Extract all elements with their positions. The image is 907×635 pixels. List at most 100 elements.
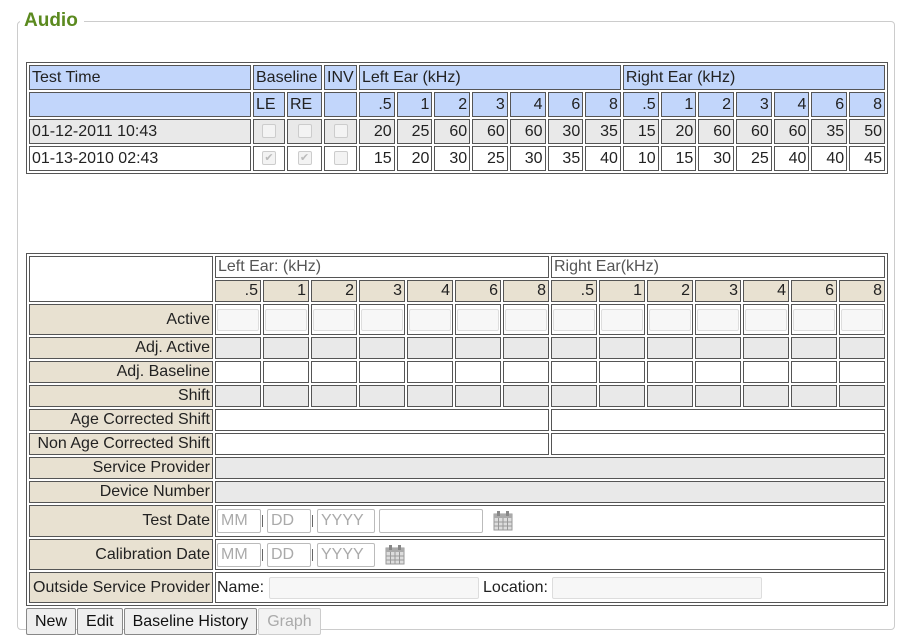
calendar-icon[interactable] [493,511,513,531]
calibration-date-year-input[interactable]: YYYY [317,542,375,567]
inv-checkbox[interactable] [333,124,348,139]
label-outside_service_provider: Outside Service Provider [29,572,213,603]
right-value: 25 [736,146,772,171]
shift-cell [407,385,453,407]
active-input[interactable] [697,308,739,331]
header-freq: 6 [547,92,584,117]
adj-baseline-cell [407,361,453,383]
calendar-icon[interactable] [385,544,405,565]
shift-cell [215,385,261,407]
adj-baseline-cell [551,361,597,383]
right-value: 60 [698,119,735,144]
adj-baseline-cell [599,361,645,383]
table-row[interactable]: 01-13-2010 02:43 ✔ ✔ 15 20 30 25 30 35 40 10 15 30 25… [29,146,885,171]
active-input[interactable] [265,308,307,331]
header-re: RE [287,92,322,117]
new-button[interactable]: New [26,608,77,635]
entry-right-ear: Right Ear(kHz) [551,256,885,278]
test-date-day-input[interactable]: DD [267,509,311,533]
entry-freq: 1 [599,280,645,302]
name-input[interactable] [268,576,479,599]
right-value: 40 [811,146,848,171]
baseline-history-button[interactable]: Baseline History [123,608,258,635]
audio-entry-table: Left Ear: (kHz) Right Ear(kHz) .5 1 2 3 4 6 8.… [26,253,888,606]
active-input[interactable] [601,308,643,331]
label-shift: Shift [29,385,213,407]
active-input[interactable] [505,308,547,331]
header-freq: 8 [585,92,621,117]
shift-cell [695,385,741,407]
left-value: 35 [585,119,621,144]
edit-button[interactable]: Edit [77,608,123,635]
adj-active-cell [695,337,741,359]
test-date-year-input[interactable]: YYYY [317,509,375,533]
active-input[interactable] [457,308,499,331]
header-freq: 2 [698,92,735,117]
adj-active-cell [743,337,789,359]
adj-baseline-cell [311,361,357,383]
active-input[interactable] [409,308,451,331]
location-input[interactable] [552,576,763,599]
entry-freq: 4 [743,280,789,302]
adj-active-cell [647,337,693,359]
entry-freq: .5 [215,280,261,302]
right-value: 60 [773,119,810,144]
adj-active-cell [359,337,405,359]
le-checkbox[interactable] [262,124,276,139]
header-inv: INV [324,65,357,90]
audio-section: Audio Test Time Baseline INV Left Ear (k… [17,10,895,635]
left-value: 60 [434,119,471,144]
re-checkbox[interactable]: ✔ [297,151,312,166]
adj-active-cell [839,337,885,359]
active-input[interactable] [841,308,883,331]
graph-button[interactable]: Graph [258,608,321,635]
test-time: 01-13-2010 02:43 [29,146,251,171]
left-value: 35 [547,146,584,171]
calibration-date-day-input[interactable]: DD [267,542,311,567]
inv-checkbox[interactable] [333,151,348,166]
header-freq: 4 [509,92,546,117]
le-checkbox[interactable]: ✔ [262,151,276,166]
adj-active-cell [215,337,261,359]
header-baseline: Baseline [253,65,322,90]
header-right-ear: Right Ear (kHz) [622,65,885,90]
header-freq: .5 [359,92,395,117]
re-checkbox[interactable] [297,124,312,139]
active-input[interactable] [793,308,835,331]
active-input[interactable] [649,308,691,331]
section-title: Audio [24,10,78,31]
entry-freq: .5 [551,280,597,302]
header-freq: .5 [622,92,659,117]
active-input[interactable] [553,308,595,331]
service_provider-value [215,457,885,479]
left-value: 20 [396,146,433,171]
left-value: 30 [434,146,471,171]
adj-baseline-cell [647,361,693,383]
label-adj_active: Adj. Active [29,337,213,359]
calibration-date-month-input[interactable]: MM [217,542,261,567]
adj-active-cell [503,337,549,359]
active-input[interactable] [313,308,355,331]
active-input[interactable] [361,308,403,331]
active-input[interactable] [217,308,259,331]
adj-baseline-cell [791,361,837,383]
left-value: 25 [396,119,433,144]
shift-cell [743,385,789,407]
entry-freq: 2 [311,280,357,302]
adj-active-cell [455,337,501,359]
shift-cell [263,385,309,407]
non_age_corrected-right [551,433,885,455]
table-row[interactable]: 01-12-2011 10:43 20 25 60 60 60 30 35 15 20 60 60 60… [29,119,885,144]
test-date-month-input[interactable]: MM [217,509,261,533]
active-input[interactable] [745,308,787,331]
label-device_number: Device Number [29,481,213,503]
adj-active-cell [407,337,453,359]
left-value: 30 [509,146,546,171]
non_age_corrected-left [215,433,549,455]
test-date-time-input[interactable] [379,509,483,533]
adj-baseline-cell [455,361,501,383]
adj-active-cell [551,337,597,359]
shift-cell [551,385,597,407]
age_corrected-left [215,409,549,431]
entry-freq: 6 [455,280,501,302]
